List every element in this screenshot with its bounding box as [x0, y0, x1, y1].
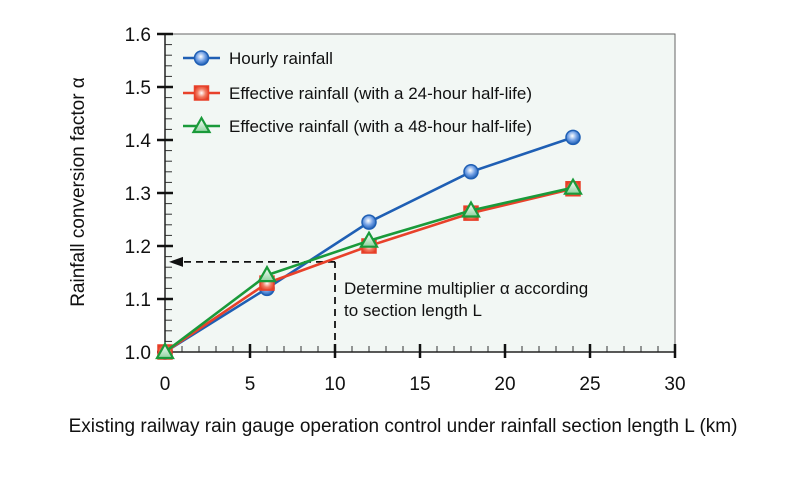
annotation-line-2: to section length L	[344, 301, 482, 320]
x-tick-label: 0	[160, 374, 171, 395]
triangle-marker	[461, 200, 481, 218]
minor-ticks	[165, 44, 659, 352]
y-tick-label: 1.6	[125, 25, 151, 46]
triangle-marker	[257, 264, 277, 283]
x-axis-title: Existing railway rain gauge operation co…	[69, 416, 738, 437]
y-tick-label: 1.4	[125, 131, 152, 152]
series-3	[155, 177, 583, 360]
x-tick-label: 15	[409, 374, 430, 395]
legend-label: Hourly rainfall	[229, 49, 333, 68]
circle-marker	[565, 129, 581, 146]
triangle-marker	[359, 230, 379, 248]
legend: Hourly rainfall Effective rainfall (with …	[183, 49, 532, 136]
y-tick-label: 1.1	[125, 290, 151, 311]
legend-item: Effective rainfall (with a 48-hour half-…	[183, 115, 532, 136]
y-tick-label: 1.5	[125, 78, 151, 99]
x-tick-label: 10	[324, 374, 345, 395]
circle-marker	[361, 214, 377, 230]
y-tick-label: 1.0	[125, 343, 151, 364]
x-tick-label: 20	[494, 374, 515, 395]
x-tick-label: 25	[579, 374, 600, 395]
annotation: Determine multiplier α according to sect…	[344, 279, 588, 320]
y-tick-label: 1.3	[125, 184, 151, 205]
legend-item: Hourly rainfall	[183, 49, 333, 68]
y-axis-title: Rainfall conversion factor α	[68, 77, 89, 307]
triangle-marker	[155, 341, 175, 360]
tick-labels: 0 5 10 15 20 25 30 1.0 1.1 1.2 1.3 1.4 1.5 1.6	[125, 25, 686, 395]
circle-marker	[463, 164, 479, 180]
legend-label: Effective rainfall (with a 24-hour half-…	[229, 84, 532, 103]
legend-item: Effective rainfall (with a 24-hour half-…	[183, 84, 532, 103]
y-tick-label: 1.2	[125, 237, 151, 258]
circle-legend-icon	[193, 50, 210, 66]
square-legend-icon	[193, 85, 210, 101]
series-layer	[155, 129, 583, 360]
x-tick-label: 5	[245, 374, 256, 395]
triangle-marker	[563, 177, 583, 195]
triangle-legend-icon	[191, 115, 212, 134]
arrow-head-icon	[169, 256, 183, 267]
x-tick-label: 30	[664, 374, 685, 395]
annotation-line-1: Determine multiplier α according	[344, 279, 588, 298]
legend-label: Effective rainfall (with a 48-hour half-…	[229, 117, 532, 136]
